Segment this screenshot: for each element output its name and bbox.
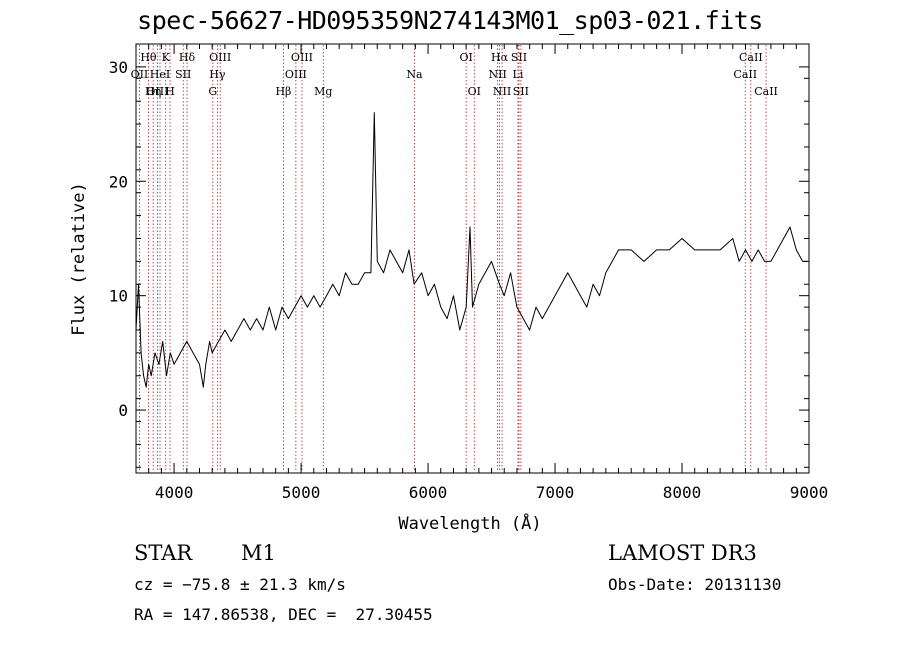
obs-date: Obs-Date: 20131130 <box>608 575 782 594</box>
line-label-18: OI <box>468 85 481 98</box>
y-tick-label-30: 30 <box>109 58 128 77</box>
line-label-16: Na <box>406 68 423 81</box>
chart-title: spec-56627-HD095359N274143M01_sp03-021.f… <box>137 6 763 35</box>
line-label-20: NII <box>488 68 506 81</box>
line-label-10: Hγ <box>209 68 226 81</box>
spectrum-line-0 <box>135 112 808 388</box>
line-label-2: OIII <box>146 85 168 98</box>
object-type: STAR <box>134 541 193 565</box>
line-label-1: OII <box>131 68 149 81</box>
x-tick-label-7000: 7000 <box>536 483 575 502</box>
line-label-12: Hβ <box>275 85 291 98</box>
line-label-13: OIII <box>291 51 313 64</box>
line-label-23: Li <box>513 68 524 81</box>
line-label-3: HeI <box>150 68 170 81</box>
x-axis-label: Wavelength (Å) <box>398 512 541 534</box>
line-label-6: H <box>165 85 175 98</box>
x-tick-label-6000: 6000 <box>409 483 448 502</box>
axis-ticks: 4000 5000 6000 7000 8000 9000 0 10 20 30 <box>109 44 829 502</box>
redshift-cz: cz = −75.8 ± 21.3 km/s <box>134 575 346 594</box>
line-label-15: Mg <box>314 85 332 98</box>
line-label-24: SII <box>513 85 529 98</box>
line-label-4: Hη <box>145 85 161 98</box>
line-label-9: OIII <box>209 51 231 64</box>
object-subclass: M1 <box>241 541 276 565</box>
x-tick-label-9000: 9000 <box>790 483 829 502</box>
line-label-22: SII <box>511 51 527 64</box>
line-label-11: G <box>208 85 217 98</box>
line-label-14: OIII <box>285 68 307 81</box>
line-label-27: CaII <box>754 85 778 98</box>
y-tick-label-20: 20 <box>109 172 128 191</box>
line-label-26: CaII <box>733 68 757 81</box>
y-axis-label: Flux (relative) <box>69 182 89 336</box>
x-tick-label-8000: 8000 <box>663 483 702 502</box>
line-label-7: SII <box>175 68 191 81</box>
y-tick-label-0: 0 <box>118 401 128 420</box>
line-label-21: NII <box>493 85 511 98</box>
line-label-19: Hα <box>491 51 509 64</box>
spectrum-series <box>135 112 808 388</box>
x-tick-label-4000: 4000 <box>155 483 194 502</box>
line-label-5: K <box>162 51 171 64</box>
line-label-0: Hθ <box>140 51 157 64</box>
y-tick-label-10: 10 <box>109 287 128 306</box>
x-tick-label-5000: 5000 <box>282 483 321 502</box>
line-label-8: Hδ <box>179 51 196 64</box>
line-label-25: CaII <box>739 51 763 64</box>
plot-frame <box>135 43 810 474</box>
line-label-17: OI <box>459 51 472 64</box>
survey-name: LAMOST DR3 <box>608 541 757 565</box>
coordinates: RA = 147.86538, DEC = 27.30455 <box>134 605 433 624</box>
